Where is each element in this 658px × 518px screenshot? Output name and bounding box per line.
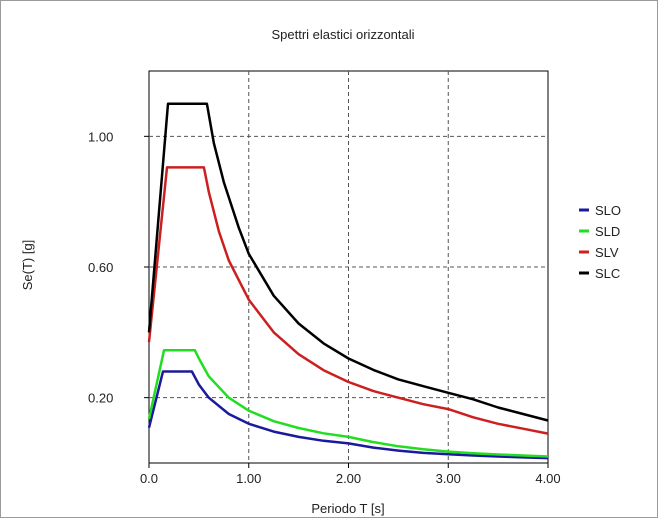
y-tick-label: 1.00	[88, 129, 113, 144]
x-tick-label: 3.00	[436, 471, 461, 486]
x-tick-label: 4.00	[535, 471, 560, 486]
legend-label: SLV	[595, 245, 619, 260]
x-axis-label: Periodo T [s]	[311, 501, 384, 516]
legend-label: SLD	[595, 224, 620, 239]
legend-label: SLO	[595, 203, 621, 218]
x-tick-label: 1.00	[236, 471, 261, 486]
legend: SLO SLD SLV SLC	[579, 203, 621, 281]
series-line-slo	[147, 370, 549, 460]
x-tick-label: 2.00	[336, 471, 361, 486]
y-tick-label: 0.20	[88, 391, 113, 406]
series-line-slv	[147, 166, 549, 435]
plot-area: 0.0 1.00 2.00 3.00 4.00 0.20 0.60 1.00	[88, 70, 561, 486]
x-tick-label: 0.0	[140, 471, 158, 486]
series-line-sld	[147, 349, 549, 458]
legend-label: SLC	[595, 266, 620, 281]
y-axis-label: Se(T) [g]	[20, 240, 35, 291]
series-line-slc	[147, 102, 549, 422]
chart-title: Spettri elastici orizzontali	[271, 27, 414, 42]
y-tick-label: 0.60	[88, 260, 113, 275]
